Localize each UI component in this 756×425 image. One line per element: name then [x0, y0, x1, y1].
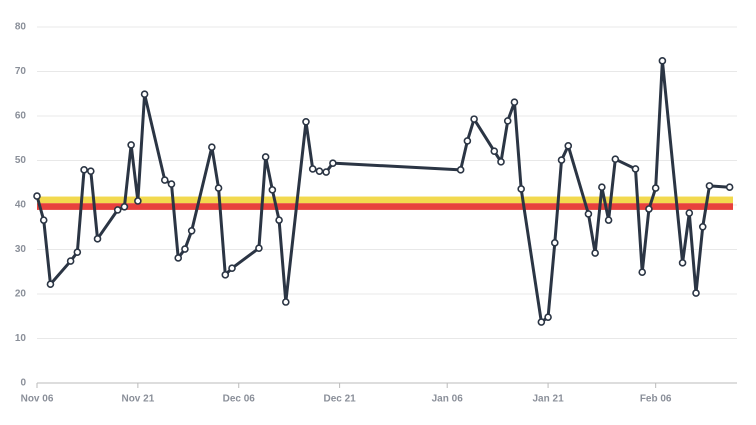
data-point [140, 90, 149, 98]
x-tick-label: Jan 21 [533, 394, 565, 405]
y-tick-label: 20 [15, 289, 27, 300]
data-point [39, 216, 48, 224]
y-tick-label: 40 [15, 200, 27, 211]
data-point [261, 153, 270, 161]
data-point [113, 206, 122, 214]
data-point [329, 159, 337, 167]
data-point [174, 254, 183, 262]
data-point [66, 257, 75, 265]
data-point [456, 166, 465, 174]
data-point [282, 298, 290, 306]
data-point [181, 245, 189, 253]
data-point [631, 165, 640, 173]
data-point [302, 117, 310, 126]
data-point [537, 318, 546, 326]
data-point [73, 248, 82, 256]
x-tick-label: Dec 21 [323, 394, 356, 405]
data-point [725, 183, 734, 191]
x-tick-label: Feb 06 [640, 394, 672, 405]
data-point [638, 268, 647, 276]
data-point [127, 141, 135, 149]
series-line [35, 59, 730, 324]
data-point [255, 244, 263, 252]
data-point [584, 210, 593, 218]
data-point [678, 259, 687, 267]
y-tick-label: 50 [15, 155, 27, 166]
data-point [134, 197, 142, 205]
data-point [517, 185, 525, 193]
data-point [550, 239, 559, 247]
data-point [46, 280, 55, 289]
data-point [651, 184, 660, 192]
x-tick-label: Nov 21 [121, 394, 154, 405]
data-point [658, 57, 667, 65]
y-tick-label: 10 [15, 333, 27, 344]
data-point [120, 202, 129, 211]
data-point [598, 183, 606, 191]
data-point [705, 182, 714, 190]
data-point [93, 235, 102, 243]
data-point [221, 271, 230, 279]
data-point [187, 227, 196, 235]
y-tick-label: 70 [15, 66, 27, 77]
data-point [308, 165, 317, 173]
data-point [167, 180, 176, 188]
data-point [160, 176, 169, 184]
y-tick-label: 80 [15, 22, 27, 33]
data-point [214, 184, 223, 192]
data-point [315, 167, 324, 175]
y-tick-label: 60 [15, 111, 27, 122]
x-tick-label: Nov 06 [21, 394, 54, 405]
data-point [564, 142, 573, 150]
x-tick-label: Jan 06 [432, 394, 464, 405]
data-point [544, 313, 552, 321]
data-point [228, 264, 236, 272]
data-point [463, 137, 472, 145]
x-tick-label: Dec 06 [223, 394, 256, 405]
data-point [470, 115, 478, 123]
reference-band [37, 196, 733, 204]
y-tick-label: 0 [20, 378, 26, 389]
y-tick-label: 30 [15, 244, 27, 255]
data-point [645, 205, 653, 213]
data-point [510, 98, 519, 107]
data-point [604, 216, 613, 224]
data-point [692, 289, 700, 297]
data-point [557, 156, 566, 164]
data-point [322, 168, 330, 176]
data-point [268, 186, 277, 194]
data-point [33, 192, 41, 200]
data-point [497, 158, 505, 166]
data-point [80, 166, 88, 174]
data-point [275, 216, 283, 224]
data-point [685, 209, 694, 217]
data-point [503, 117, 512, 125]
data-point [611, 155, 620, 163]
data-point [698, 223, 707, 231]
reference-band [37, 203, 733, 210]
data-point [86, 167, 95, 175]
data-point [208, 143, 216, 151]
data-point [490, 147, 499, 155]
data-point [591, 249, 599, 257]
